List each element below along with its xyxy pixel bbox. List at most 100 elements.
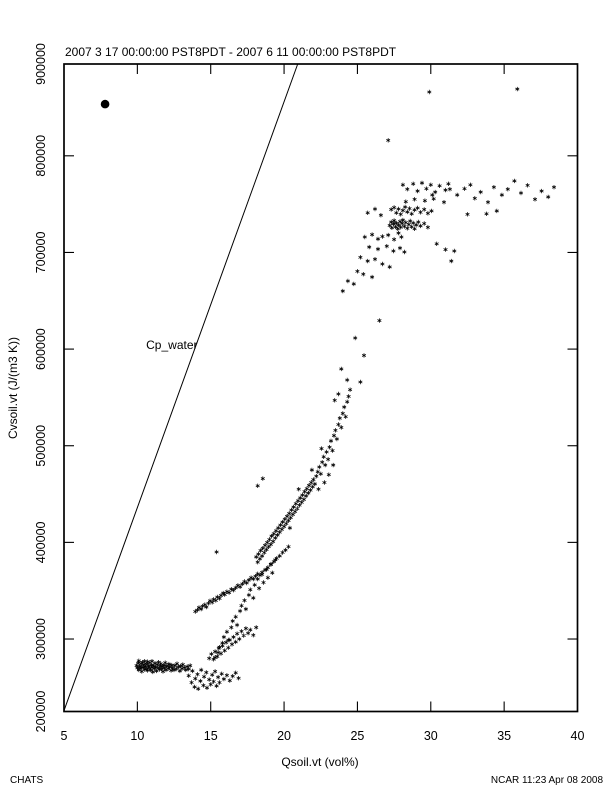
scatter-point	[284, 514, 290, 519]
scatter-point	[396, 206, 401, 212]
scatter-point	[392, 237, 397, 242]
scatter-point	[230, 674, 235, 679]
scatter-point	[243, 626, 248, 631]
scatter-point	[380, 261, 385, 267]
scatter-point	[370, 274, 375, 280]
scatter-point	[425, 211, 430, 216]
scatter-point	[220, 640, 225, 646]
scatter-point	[287, 525, 292, 531]
scatter-point	[428, 182, 433, 188]
scatter-point	[430, 192, 435, 198]
scatter-point	[209, 651, 214, 657]
scatter-point	[295, 498, 301, 503]
scatter-point	[411, 181, 416, 187]
scatter-point	[331, 433, 337, 438]
scatter-point	[397, 245, 403, 251]
scatter-point	[326, 457, 331, 462]
scatter-point	[380, 234, 385, 239]
scatter-point	[224, 640, 229, 645]
scatter-point	[295, 506, 300, 511]
scatter-point	[269, 533, 274, 539]
scatter-point	[392, 205, 397, 210]
scatter-point	[268, 561, 273, 567]
scatter-point	[394, 210, 399, 216]
scatter-point	[317, 464, 322, 470]
scatter-point	[271, 531, 276, 536]
scatter-point	[351, 281, 356, 287]
scatter-point	[348, 387, 353, 392]
scatter-point	[505, 186, 510, 192]
scatter-point	[301, 497, 306, 502]
scatter-point	[415, 205, 420, 211]
scatter-point	[217, 645, 222, 650]
plot-frame-rect	[63, 63, 579, 713]
x-tick-label: 15	[204, 729, 218, 743]
y-tick-label: 200000	[34, 691, 48, 733]
scatter-point	[345, 399, 350, 404]
scatter-point	[248, 587, 253, 592]
scatter-point	[412, 197, 417, 202]
y-tick-label: 600000	[34, 328, 48, 370]
scatter-point	[193, 676, 198, 681]
scatter-point	[226, 645, 231, 650]
scatter-point	[447, 186, 452, 192]
scatter-point	[298, 495, 303, 501]
scatter-point	[213, 669, 218, 674]
scatter-point	[238, 608, 243, 614]
scatter-point	[532, 197, 538, 202]
scatter-point	[311, 477, 316, 482]
scatter-point	[177, 668, 182, 674]
scatter-point	[327, 445, 332, 450]
scatter-point	[235, 622, 240, 628]
scatter-point	[273, 528, 279, 533]
scatter-point	[358, 379, 363, 385]
scatter-point	[304, 493, 309, 499]
scatter-point	[172, 663, 177, 668]
scatter-point	[309, 467, 314, 473]
scatter-point	[415, 188, 420, 194]
scatter-point	[195, 672, 200, 677]
scatter-point	[378, 212, 383, 218]
scatter-point	[270, 570, 275, 575]
cp-water-line	[63, 63, 299, 711]
scatter-point	[296, 487, 301, 492]
scatter-point	[414, 222, 419, 228]
scatter-point	[192, 684, 197, 690]
scatter-point	[315, 469, 320, 474]
scatter-point	[274, 556, 279, 561]
scatter-point	[443, 247, 448, 252]
scatter-point	[406, 222, 411, 227]
scatter-point	[422, 198, 427, 203]
scatter-point	[227, 678, 232, 683]
scatter-point	[386, 138, 391, 143]
scatter-point	[260, 476, 265, 481]
scatter-point	[345, 377, 350, 383]
scatter-point	[262, 567, 268, 573]
scatter-point	[391, 221, 396, 227]
scatter-point	[539, 188, 544, 194]
scatter-point	[394, 220, 399, 226]
scatter-point	[353, 335, 358, 341]
scatter-point	[199, 667, 204, 673]
scatter-point	[241, 633, 246, 638]
scatter-point	[251, 633, 256, 638]
scatter-point	[136, 658, 141, 663]
scatter-point	[255, 576, 260, 582]
scatter-point	[210, 672, 215, 677]
scatter-point	[262, 550, 267, 555]
x-tick-label: 40	[571, 729, 585, 743]
scatter-point	[324, 449, 329, 455]
scatter-point	[261, 580, 266, 585]
scatter-point	[224, 673, 229, 678]
scatter-point	[412, 226, 417, 232]
scatter-point	[218, 593, 224, 598]
scatter-point	[280, 519, 285, 525]
scatter-point	[419, 180, 425, 186]
scatter-point	[213, 649, 218, 654]
scatter-point	[407, 206, 412, 211]
scatter-point	[334, 436, 339, 442]
scatter-point	[233, 639, 238, 645]
scatter-point	[424, 186, 429, 191]
scatter-point	[396, 230, 401, 236]
